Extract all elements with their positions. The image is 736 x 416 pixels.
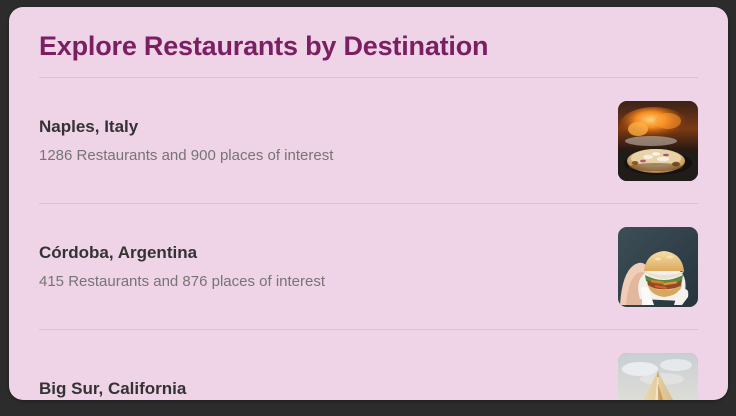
page-title: Explore Restaurants by Destination: [39, 31, 489, 61]
destinations-card: Explore Restaurants by Destination Naple…: [9, 7, 728, 400]
destination-name: Córdoba, Argentina: [39, 243, 198, 262]
destination-list: Naples, Italy 1286 Restaurants and 900 p…: [9, 77, 728, 400]
list-item-text: Big Sur, California: [39, 378, 186, 401]
divider-2: [39, 329, 698, 330]
divider-1: [39, 203, 698, 204]
destination-name: Naples, Italy: [39, 117, 139, 136]
list-item[interactable]: Córdoba, Argentina 415 Restaurants and 8…: [9, 204, 728, 329]
card-header: Explore Restaurants by Destination: [9, 7, 728, 63]
list-item[interactable]: Naples, Italy 1286 Restaurants and 900 p…: [9, 78, 728, 203]
canvas-tent-photo[interactable]: [618, 352, 698, 400]
destination-detail: 1286 Restaurants and 900 places of inter…: [39, 147, 334, 164]
burger-in-hand-photo[interactable]: [618, 226, 698, 307]
divider-top: [39, 77, 698, 78]
list-item[interactable]: Big Sur, California: [9, 330, 728, 400]
destination-detail: 415 Restaurants and 876 places of intere…: [39, 273, 326, 290]
list-item-text: Naples, Italy 1286 Restaurants and 900 p…: [39, 116, 333, 165]
pizza-oven-photo[interactable]: [618, 100, 698, 181]
list-item-text: Córdoba, Argentina 415 Restaurants and 8…: [39, 242, 325, 291]
destination-name: Big Sur, California: [39, 378, 187, 398]
